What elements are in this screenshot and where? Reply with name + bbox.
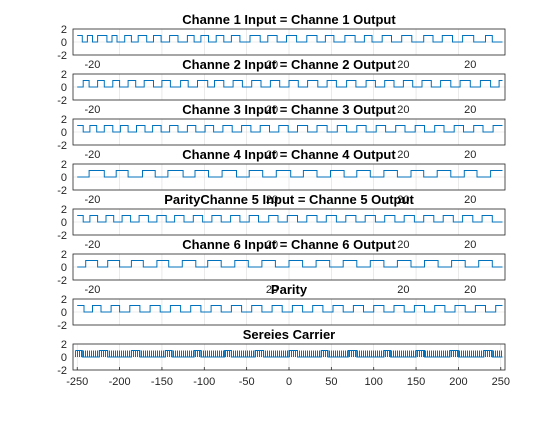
y-tick-label: 2 <box>61 24 67 36</box>
x-tick-label: 20 <box>464 149 476 161</box>
x-tick-label: -20 <box>85 104 101 116</box>
x-tick-label: -20 <box>85 239 101 251</box>
x-tick-label: 50 <box>325 376 337 388</box>
y-tick-label: -2 <box>57 320 67 332</box>
y-tick-label: -2 <box>57 365 67 377</box>
x-tick-label: 20 <box>266 149 278 161</box>
x-tick-label: 20 <box>397 149 409 161</box>
series-line <box>77 80 503 88</box>
y-tick-label: 0 <box>61 37 67 49</box>
series-line <box>77 35 503 43</box>
series-line <box>77 260 503 268</box>
subplot-title: ParityChanne 5 Input = Channe 5 Output <box>164 192 414 207</box>
subplot-title: Parity <box>271 282 308 297</box>
subplot-8: 20-2-250 -200 -150 -100 -50 0 50 100 150 200 250Se… <box>57 327 510 388</box>
x-tick-label: 250 <box>492 376 510 388</box>
axes-box <box>72 208 506 236</box>
y-tick-label: -2 <box>57 230 67 242</box>
y-tick-label: 2 <box>61 339 67 351</box>
y-tick-label: 2 <box>61 204 67 216</box>
x-tick-label: 20 <box>397 239 409 251</box>
subplot-title: Channe 3 Input = Channe 3 Output <box>182 102 396 117</box>
x-tick-label: -20 <box>85 284 101 296</box>
y-tick-label: 2 <box>61 249 67 261</box>
y-tick-label: -2 <box>57 275 67 287</box>
x-tick-label: 20 <box>397 194 409 206</box>
y-tick-label: 2 <box>61 294 67 306</box>
x-tick-label: 20 <box>266 104 278 116</box>
x-tick-label: 20 <box>464 59 476 71</box>
x-tick-label: 20 <box>464 284 476 296</box>
x-tick-label: -50 <box>239 376 255 388</box>
y-tick-label: -2 <box>57 95 67 107</box>
carrier-dense-line <box>75 350 502 357</box>
y-tick-label: 0 <box>61 82 67 94</box>
subplot-title: Channe 2 Input = Channe 2 Output <box>182 57 396 72</box>
x-tick-label: 0 <box>286 376 292 388</box>
y-tick-label: 0 <box>61 262 67 274</box>
x-tick-label: 20 <box>464 194 476 206</box>
x-tick-label: -20 <box>85 149 101 161</box>
y-tick-label: 2 <box>61 69 67 81</box>
y-tick-label: -2 <box>57 50 67 62</box>
axes-box <box>72 253 506 281</box>
y-tick-label: 0 <box>61 352 67 364</box>
x-tick-label: 100 <box>365 376 383 388</box>
subplot-title: Sereies Carrier <box>243 327 336 342</box>
series-line <box>77 170 503 178</box>
axes-box <box>72 28 506 56</box>
x-tick-label: 20 <box>464 104 476 116</box>
y-tick-label: -2 <box>57 185 67 197</box>
series-line <box>77 125 503 133</box>
x-tick-label: 20 <box>397 59 409 71</box>
axes-box <box>72 163 506 191</box>
subplot-title: Channe 6 Input = Channe 6 Output <box>182 237 396 252</box>
x-tick-label: -20 <box>85 194 101 206</box>
x-tick-label: 150 <box>407 376 425 388</box>
x-tick-label: 20 <box>397 284 409 296</box>
x-tick-label: -20 <box>85 59 101 71</box>
axes-box <box>72 298 506 326</box>
x-tick-label: -200 <box>109 376 131 388</box>
y-tick-label: 0 <box>61 172 67 184</box>
y-tick-label: -2 <box>57 140 67 152</box>
x-tick-label: 20 <box>266 239 278 251</box>
x-tick-label: -250 <box>66 376 88 388</box>
series-line <box>77 305 503 313</box>
x-tick-label: 20 <box>266 284 278 296</box>
x-tick-label: 20 <box>266 59 278 71</box>
x-tick-label: -100 <box>193 376 215 388</box>
subplot-title: Channe 4 Input = Channe 4 Output <box>182 147 396 162</box>
axes-box <box>72 118 506 146</box>
x-tick-label: 20 <box>397 104 409 116</box>
y-tick-label: 0 <box>61 127 67 139</box>
x-tick-label: 200 <box>449 376 467 388</box>
axes-box <box>72 73 506 101</box>
y-tick-label: 2 <box>61 159 67 171</box>
x-tick-label: -150 <box>151 376 173 388</box>
y-tick-label: 0 <box>61 217 67 229</box>
y-tick-label: 2 <box>61 114 67 126</box>
series-line <box>77 215 503 223</box>
y-tick-label: 0 <box>61 307 67 319</box>
x-tick-label: 20 <box>464 239 476 251</box>
subplot-title: Channe 1 Input = Channe 1 Output <box>182 12 396 27</box>
x-tick-label: 20 <box>266 194 278 206</box>
